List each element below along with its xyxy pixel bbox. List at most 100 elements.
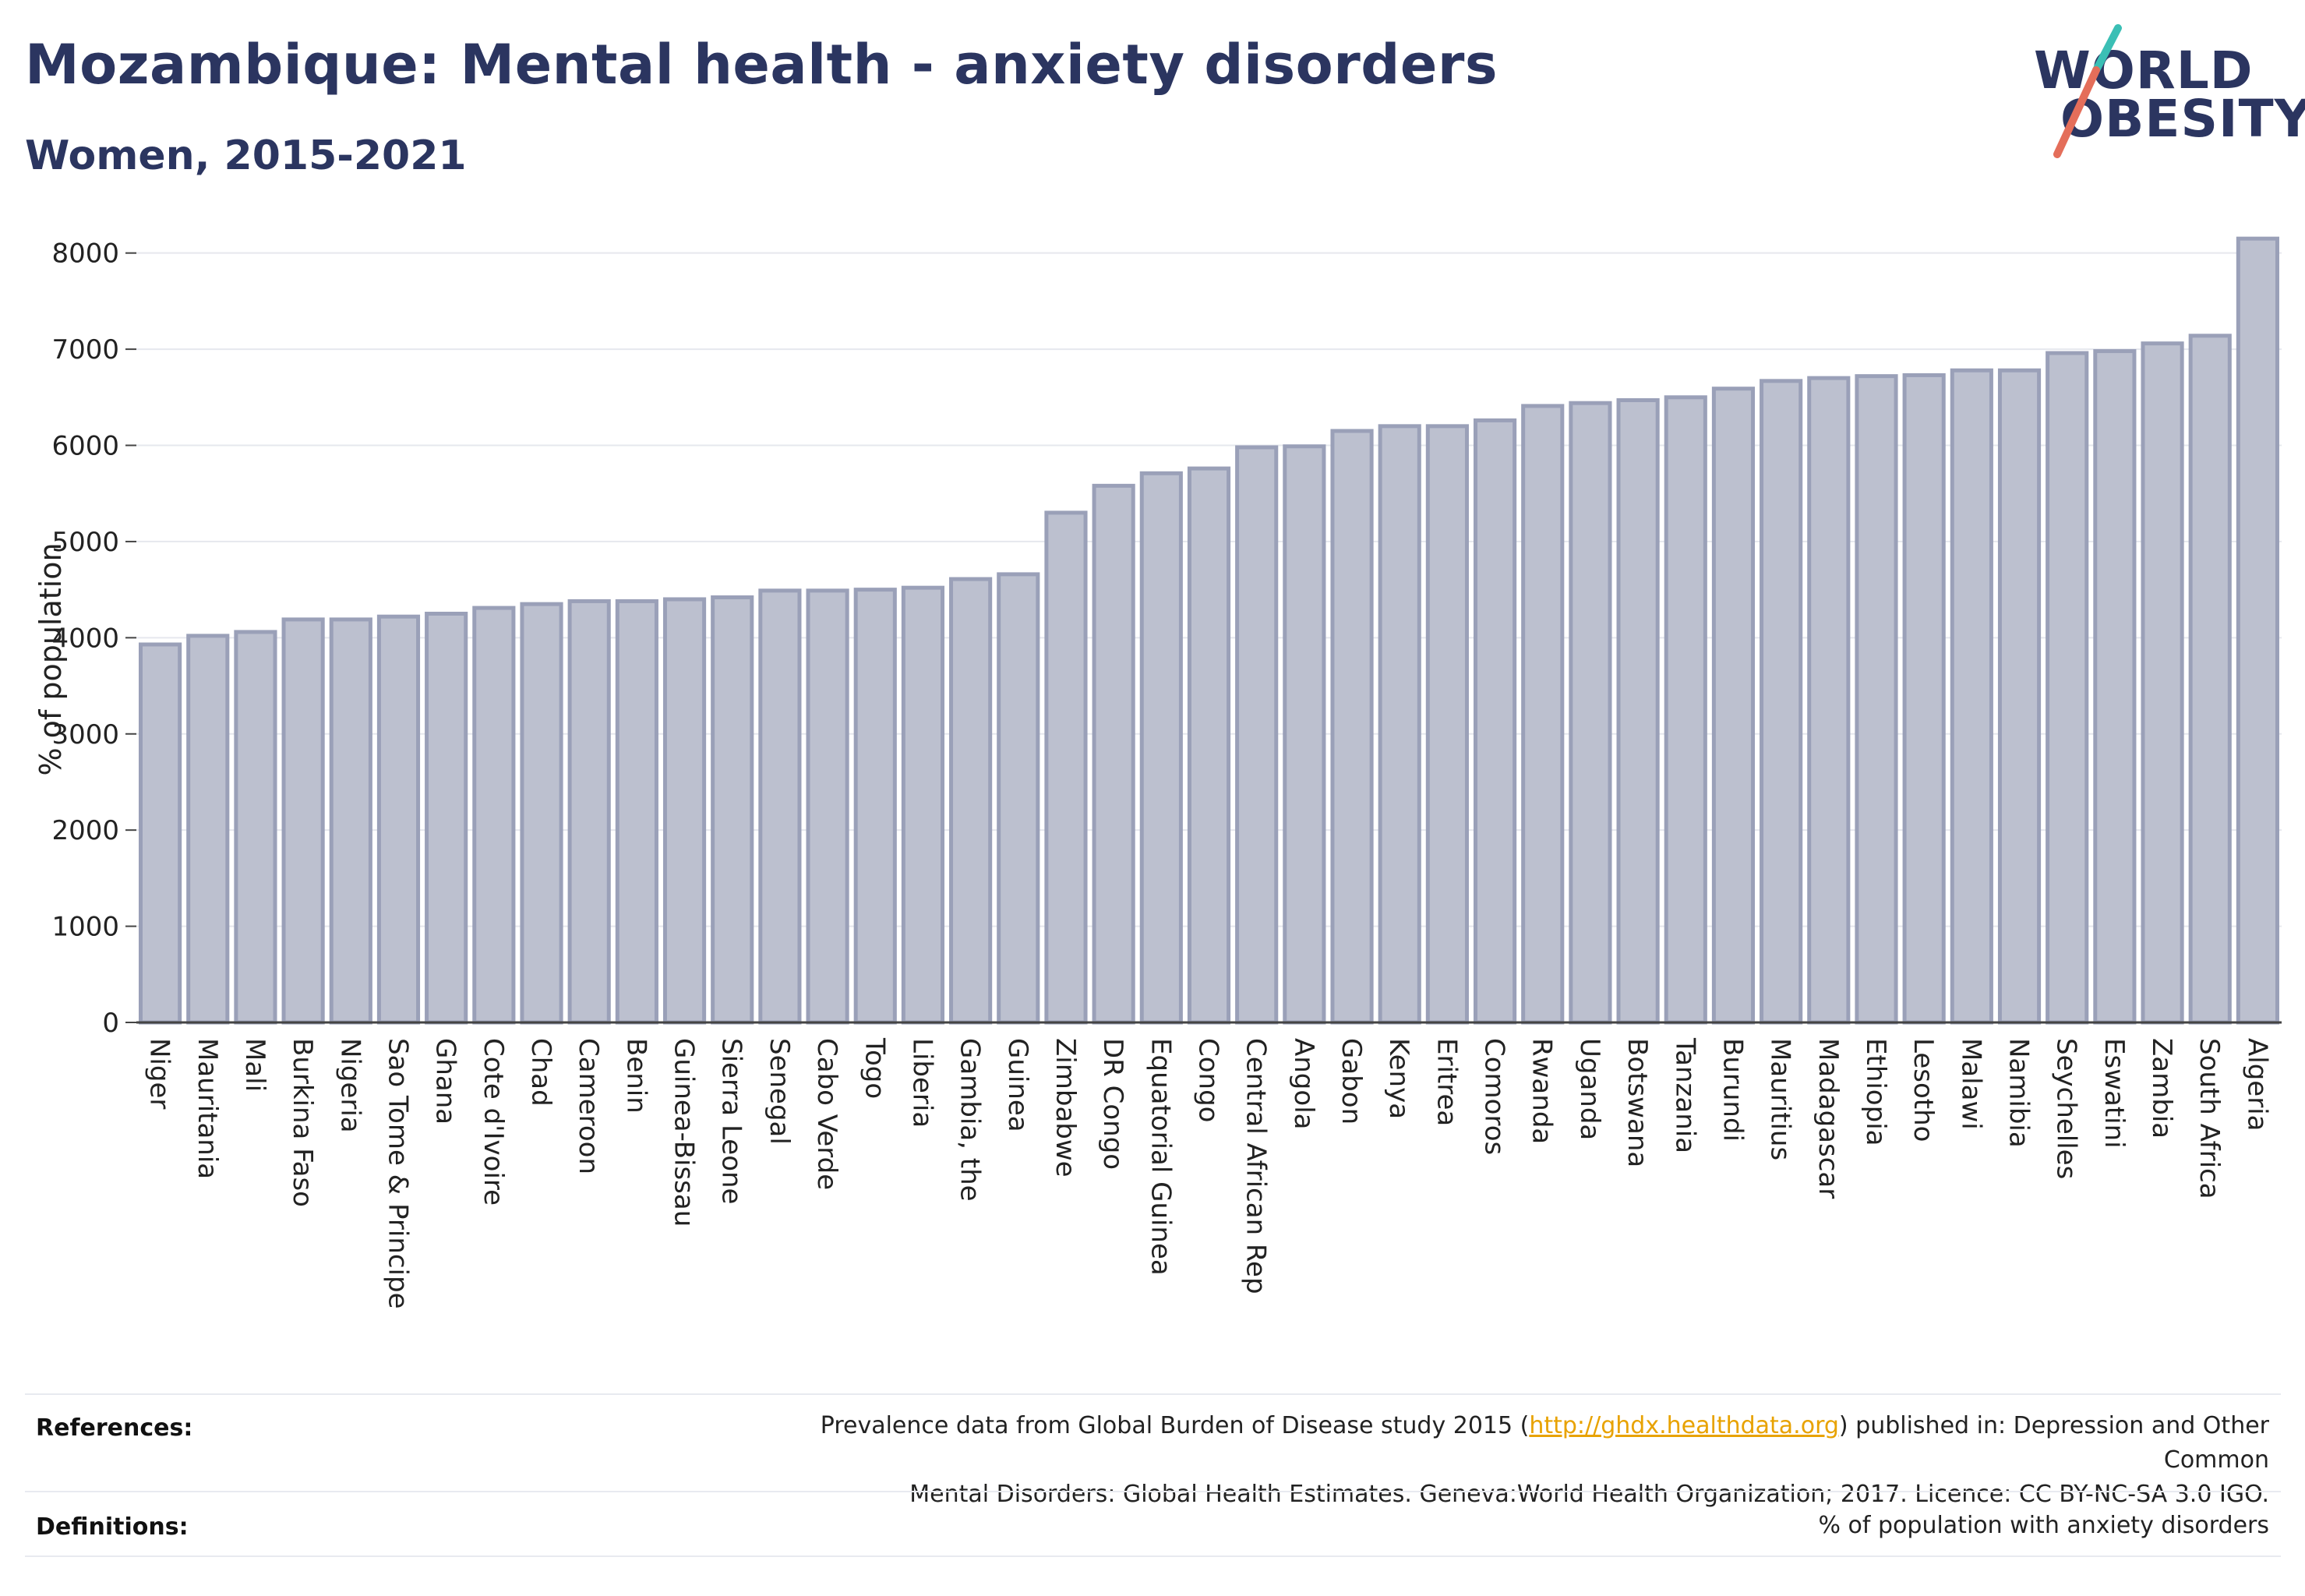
bar: [2093, 349, 2137, 1025]
x-tick-label: Ethiopia: [1860, 1038, 1891, 1146]
definitions-top-rule: [25, 1491, 2281, 1492]
y-tick-label: 0: [102, 1008, 119, 1039]
bar: [1187, 466, 1231, 1025]
x-tick-label: Algeria: [2241, 1038, 2272, 1131]
x-tick-label: Guinea-Bissau: [669, 1038, 700, 1227]
bar: [472, 606, 516, 1025]
bar: [1473, 418, 1517, 1025]
bar: [1521, 404, 1565, 1025]
bar: [1425, 424, 1469, 1025]
bar: [1092, 483, 1135, 1025]
x-tick-label: Gabon: [1336, 1038, 1367, 1125]
bar: [806, 588, 849, 1025]
definitions-bottom-rule: [25, 1555, 2281, 1557]
references-label: References:: [36, 1414, 193, 1442]
x-tick-label: Lesotho: [1908, 1038, 1939, 1142]
bar: [1569, 401, 1612, 1025]
bar: [567, 598, 611, 1025]
bar: [2046, 351, 2089, 1025]
bar: [949, 577, 993, 1025]
references-link[interactable]: http://ghdx.healthdata.org: [1529, 1412, 1839, 1439]
x-tick-label: Rwanda: [1527, 1038, 1558, 1144]
bar-chart: 0 1000 2000 3000 4000 5000 6000 7000 8000 Niger M…: [34, 236, 2282, 1309]
x-tick-label: Eritrea: [1431, 1038, 1462, 1126]
x-tick-label: Togo: [859, 1037, 890, 1099]
y-tick-label: 6000: [51, 431, 119, 462]
x-tick-label: Burkina Faso: [287, 1038, 318, 1207]
bar: [2141, 341, 2184, 1025]
y-tick-label: 4000: [51, 623, 119, 654]
bar: [1855, 374, 1898, 1025]
x-tick-label: Zimbabwe: [1050, 1038, 1081, 1178]
bar: [281, 617, 325, 1025]
bar: [234, 630, 277, 1025]
x-tick-label: Kenya: [1383, 1038, 1414, 1119]
x-tick-label: Cabo Verde: [811, 1038, 842, 1190]
bar: [662, 597, 707, 1025]
y-axis-label: % of population: [34, 542, 68, 775]
y-tick-label: 2000: [51, 815, 119, 846]
bar: [425, 611, 468, 1025]
chart-x-ticks: Niger Mauritania Mali Burkina Faso Nigeria Sa…: [144, 1037, 2273, 1309]
chart-bars: [139, 236, 2279, 1025]
bar: [615, 598, 658, 1025]
x-tick-label: Chad: [525, 1038, 556, 1107]
x-tick-label: South Africa: [2194, 1038, 2225, 1199]
page-subtitle: Women, 2015-2021: [25, 132, 467, 179]
bar: [758, 588, 802, 1025]
references-mid: ) published in: Depression and Other Com…: [1838, 1412, 2269, 1474]
x-tick-label: Madagascar: [1813, 1038, 1844, 1199]
x-tick-label: Benin: [620, 1038, 651, 1114]
logo-slash-icon: [2053, 24, 2122, 158]
x-tick-label: Senegal: [764, 1038, 795, 1145]
bar: [1044, 510, 1088, 1025]
y-tick-label: 1000: [51, 912, 119, 943]
x-tick-label: Liberia: [906, 1038, 937, 1128]
bar: [520, 602, 563, 1025]
y-tick-label: 8000: [51, 238, 119, 270]
bar: [2188, 334, 2232, 1025]
chart-y-ticks: 0 1000 2000 3000 4000 5000 6000 7000 8000: [51, 238, 136, 1039]
x-tick-label: Gambia, the: [955, 1038, 986, 1202]
y-tick-label: 3000: [51, 719, 119, 750]
x-tick-label: Mali: [239, 1038, 270, 1092]
logo-line2: OBESITY: [2060, 89, 2305, 149]
x-tick-label: Cote d'Ivoire: [478, 1038, 509, 1206]
x-tick-label: Botswana: [1622, 1038, 1653, 1167]
x-tick-label: Comoros: [1479, 1038, 1510, 1155]
x-tick-label: Congo: [1193, 1038, 1224, 1122]
x-tick-label: Mauritania: [192, 1038, 223, 1179]
x-tick-label: Seychelles: [2051, 1038, 2082, 1179]
bar: [1235, 445, 1279, 1025]
x-tick-label: Cameroon: [573, 1038, 604, 1174]
definitions-label: Definitions:: [36, 1513, 189, 1541]
x-tick-label: Ghana: [430, 1038, 461, 1125]
bar: [901, 585, 945, 1025]
x-tick-label: Malawi: [1955, 1038, 1986, 1130]
bar: [853, 588, 897, 1025]
references-pre: Prevalence data from Global Burden of Di…: [820, 1412, 1530, 1439]
references-line2: Mental Disorders: Global Health Estimate…: [909, 1481, 2269, 1508]
x-tick-label: Namibia: [2003, 1038, 2035, 1148]
bar: [1378, 424, 1421, 1025]
references-top-rule: [25, 1393, 2281, 1395]
x-tick-label: Burundi: [1717, 1038, 1748, 1142]
bar: [997, 572, 1040, 1025]
logo-line1: WORLD: [2034, 41, 2254, 101]
bar: [1330, 429, 1374, 1025]
x-tick-label: Mauritius: [1765, 1038, 1796, 1160]
y-tick-label: 7000: [51, 334, 119, 365]
bar: [2236, 236, 2279, 1025]
bar: [1902, 373, 1946, 1025]
bar: [329, 617, 372, 1025]
bar: [186, 634, 230, 1025]
definitions-text: % of population with anxiety disorders: [1818, 1512, 2269, 1539]
bar: [1760, 379, 1803, 1025]
bar: [376, 614, 421, 1025]
bar: [1807, 376, 1851, 1025]
bar: [1139, 471, 1183, 1025]
x-tick-label: Guinea: [1002, 1038, 1033, 1132]
x-tick-label: Sierra Leone: [716, 1038, 747, 1204]
x-tick-label: Zambia: [2146, 1038, 2177, 1139]
page-title: Mozambique: Mental health - anxiety diso…: [25, 33, 1498, 97]
